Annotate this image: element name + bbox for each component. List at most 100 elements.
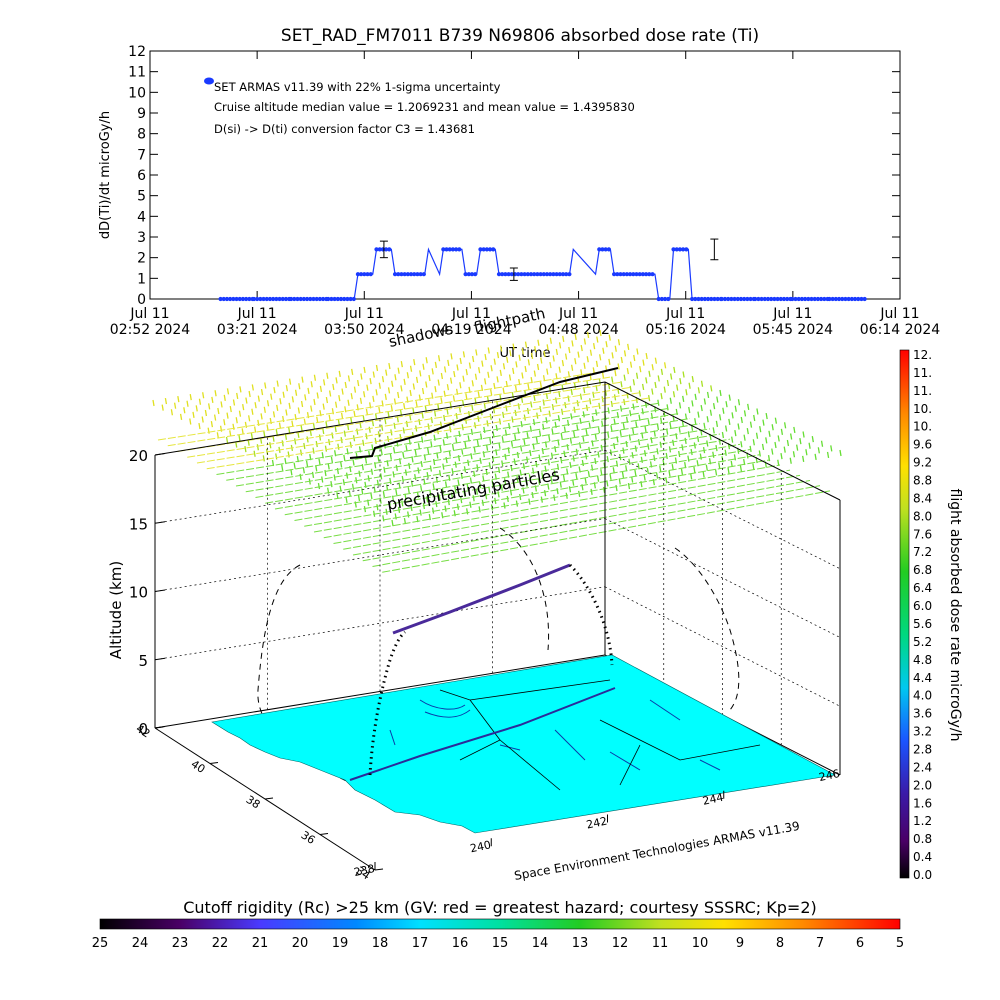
particle-mark: [427, 447, 430, 454]
particle-mark: [631, 427, 635, 435]
particle-mark: [613, 394, 617, 401]
particle-mark: [731, 412, 734, 419]
particle-mark: [511, 416, 514, 423]
particle-mark: [802, 455, 805, 462]
particle-mark: [553, 470, 556, 477]
particle-mark: [204, 409, 208, 417]
dose-point: [671, 247, 676, 252]
particle-mark: [440, 397, 443, 404]
particle-mark: [635, 372, 639, 379]
particle-mark: [502, 411, 505, 418]
particle-mark: [539, 381, 543, 388]
particle-mark: [611, 352, 614, 359]
map-borders: [439, 679, 761, 791]
particle-mark: [558, 342, 562, 349]
particle-mark: [612, 467, 615, 474]
particle-mark: [244, 446, 247, 453]
particle-mark: [530, 401, 533, 408]
particle-mark: [264, 382, 267, 389]
rigidity-colorbar-tick-label: 16: [452, 936, 469, 951]
precipitating-particles-annotation: precipitating particles: [385, 465, 561, 514]
particle-mark: [616, 412, 619, 419]
particle-mark: [461, 424, 464, 431]
particle-mark: [443, 366, 447, 373]
particle-mark: [303, 418, 306, 425]
longitude-tick-label: 244: [701, 791, 724, 808]
particle-mark: [299, 449, 303, 456]
particle-mark: [627, 343, 630, 350]
particle-mark: [509, 489, 513, 496]
particle-mark: [429, 489, 432, 496]
particle-mark: [412, 383, 415, 390]
dose-point: [487, 247, 493, 252]
particle-mark: [343, 454, 346, 462]
particle-mark: [628, 458, 631, 465]
particle-mark: [524, 341, 528, 348]
particle-mark: [771, 448, 774, 455]
particle-mark: [409, 389, 412, 397]
dose-point: [251, 296, 257, 302]
y-axis-label: dD(Ti)/dt microGy/h: [98, 111, 113, 239]
particle-mark: [328, 414, 331, 421]
particle-mark: [546, 368, 549, 375]
particle-mark: [589, 349, 593, 356]
particle-mark: [241, 428, 244, 435]
particle-mark: [673, 366, 676, 374]
particle-mark: [376, 479, 380, 487]
particle-mark: [579, 393, 583, 400]
particle-mark: [621, 471, 625, 478]
particle-mark: [596, 475, 600, 482]
particle-sheet-line: [343, 469, 791, 550]
rigidity-colorbar-tick-label: 6: [856, 936, 864, 951]
particle-mark: [389, 453, 392, 460]
dose-point: [314, 296, 319, 302]
particle-mark: [477, 391, 480, 398]
particle-mark: [543, 350, 546, 358]
particle-mark: [432, 483, 435, 490]
dose-point: [418, 272, 423, 277]
longitude-tick-label: 240: [469, 838, 492, 855]
particle-mark: [518, 354, 521, 361]
particle-mark: [469, 501, 472, 508]
particle-mark: [557, 415, 561, 422]
particle-mark: [783, 446, 786, 453]
latitude-axis-ticks: 42 40 38 36 34: [134, 722, 384, 883]
particle-mark: [478, 506, 481, 513]
particle-mark: [430, 441, 433, 448]
particle-mark: [651, 364, 654, 371]
particle-mark: [391, 519, 394, 527]
y-tick-label: 2: [137, 251, 146, 267]
particle-mark: [410, 504, 413, 512]
particle-mark: [605, 341, 608, 348]
particle-mark: [688, 382, 691, 389]
particle-mark: [164, 397, 168, 405]
particle-mark: [739, 465, 743, 472]
dose-point: [624, 272, 630, 277]
particle-mark: [579, 417, 582, 425]
particle-mark: [313, 374, 317, 381]
particle-mark: [560, 408, 564, 415]
particle-mark: [457, 479, 460, 486]
particle-mark: [765, 412, 768, 420]
dose-point: [684, 247, 689, 252]
dose-point: [674, 247, 679, 252]
dose-point: [819, 296, 824, 302]
particle-mark: [653, 454, 656, 461]
particle-mark: [375, 389, 378, 396]
dose-point: [450, 247, 456, 252]
particle-mark: [569, 437, 573, 444]
particle-mark: [466, 483, 469, 491]
particle-mark: [338, 395, 341, 402]
particle-mark: [322, 379, 326, 386]
particle-mark: [549, 361, 552, 369]
particle-mark: [473, 470, 476, 478]
particle-mark: [638, 390, 642, 397]
particle-mark: [509, 350, 512, 357]
particle-sheet-line: [313, 454, 761, 533]
x-tick-label-date: Jul 11: [237, 306, 277, 322]
particle-mark: [385, 369, 388, 376]
particle-mark: [304, 394, 307, 401]
particle-mark: [569, 461, 572, 469]
particle-mark: [284, 433, 288, 440]
particle-mark: [586, 356, 589, 363]
